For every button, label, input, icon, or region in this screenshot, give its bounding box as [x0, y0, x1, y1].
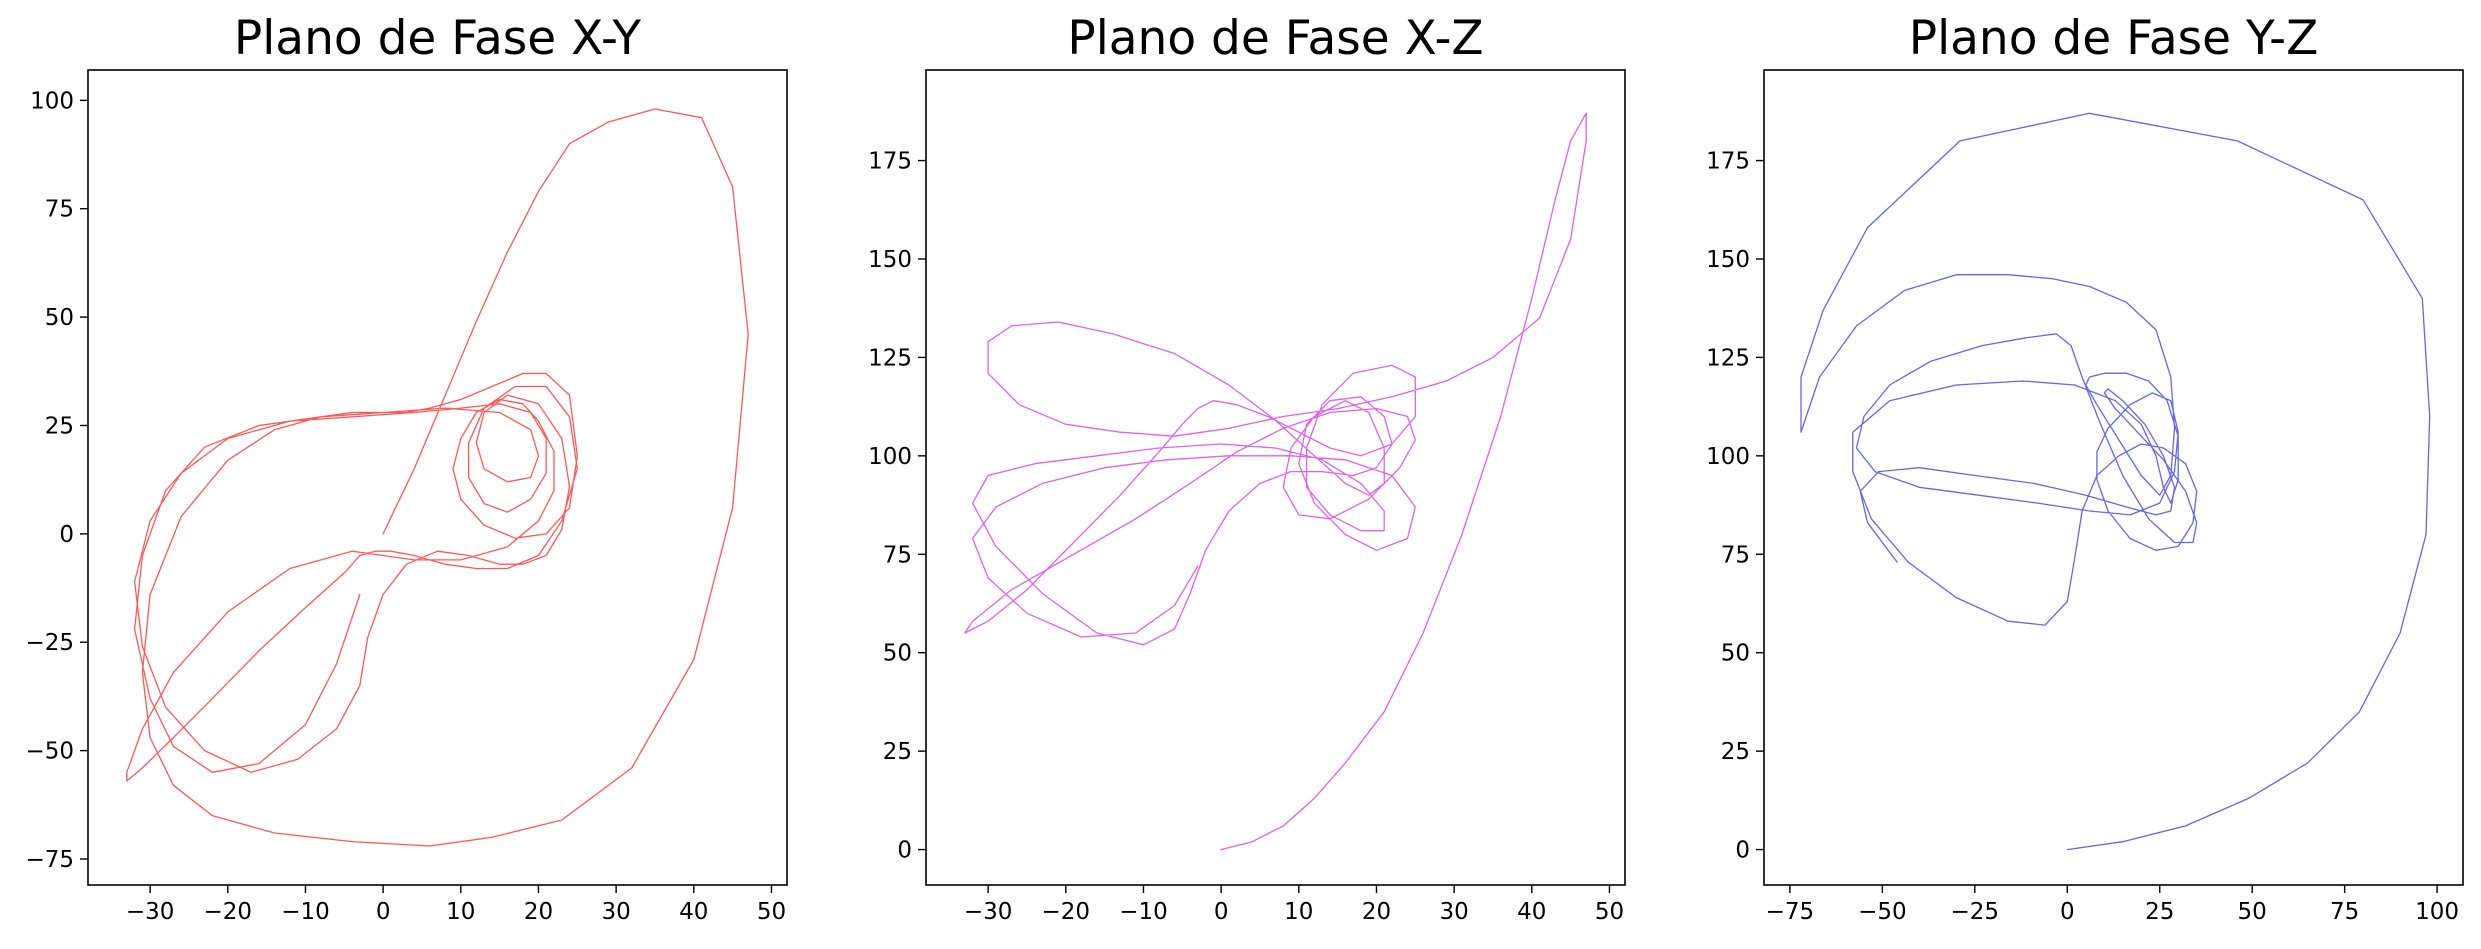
chart-title-yz: Plano de Fase Y-Z: [1909, 11, 2319, 66]
axes-frame-xz: [925, 69, 1626, 886]
y-tick-label: 25: [45, 413, 74, 439]
y-tick-label: 50: [883, 641, 912, 667]
x-tick-label: 40: [679, 899, 708, 925]
y-tick-label: 50: [45, 305, 74, 331]
chart-title-xz: Plano de Fase X-Z: [1067, 11, 1483, 66]
y-tick-label: 150: [1706, 247, 1750, 273]
panel-phase-xy: Plano de Fase X-Y −30 −20 −10 0 10 20 30 40 50 −75…: [25, 11, 788, 925]
y-tick-label: 125: [1706, 345, 1750, 371]
y-tick-label: 75: [883, 542, 912, 568]
x-tick-label: −75: [1766, 899, 1815, 925]
y-tick-label: 75: [45, 197, 74, 223]
y-tick-label: 125: [868, 345, 912, 371]
x-tick-label: 0: [1214, 899, 1229, 925]
x-tick-label: −10: [1119, 899, 1168, 925]
y-tick-label: −50: [25, 739, 74, 765]
x-tick-label: 75: [2330, 899, 2359, 925]
x-tick-label: −20: [1042, 899, 1091, 925]
x-tick-label: 20: [1362, 899, 1391, 925]
y-tick-label: 175: [868, 149, 912, 175]
y-tick-label: 0: [59, 522, 74, 548]
chart-title-xy: Plano de Fase X-Y: [234, 11, 641, 66]
x-tick-label: −30: [126, 899, 175, 925]
y-tick-label: 75: [1721, 542, 1750, 568]
axes-frame-yz: [1763, 69, 2464, 886]
y-tick-label: 0: [897, 838, 912, 864]
x-tick-label: 30: [1439, 899, 1468, 925]
x-tick-label: 20: [524, 899, 553, 925]
y-tick-label: −25: [25, 630, 74, 656]
axes-frame-xy: [87, 69, 788, 886]
x-tick-label: 0: [376, 899, 391, 925]
y-tick-label: 150: [868, 247, 912, 273]
trajectory-line-yz: [1800, 112, 2431, 851]
x-tick-label: −20: [204, 899, 253, 925]
x-tick-label: 0: [2060, 899, 2075, 925]
x-tick-label: 100: [2415, 899, 2459, 925]
x-tick-label: −10: [281, 899, 330, 925]
y-tick-label: 25: [883, 739, 912, 765]
x-tick-label: 25: [2145, 899, 2174, 925]
x-tick-label: −30: [964, 899, 1013, 925]
panel-phase-yz: Plano de Fase Y-Z −75 −50 −25 0 25 50 75 100 0 25 5…: [1706, 11, 2464, 925]
y-tick-label: 100: [30, 88, 74, 114]
x-tick-label: 10: [1284, 899, 1313, 925]
x-tick-label: −50: [1858, 899, 1907, 925]
y-tick-label: 100: [868, 444, 912, 470]
y-tick-label: −75: [25, 847, 74, 873]
y-tick-label: 100: [1706, 444, 1750, 470]
y-tick-label: 50: [1721, 641, 1750, 667]
x-tick-label: 50: [2238, 899, 2267, 925]
x-tick-label: 50: [757, 899, 786, 925]
trajectory-line-xy: [126, 108, 749, 847]
y-tick-label: 175: [1706, 149, 1750, 175]
x-tick-label: 10: [446, 899, 475, 925]
x-tick-label: 50: [1595, 899, 1624, 925]
x-tick-label: 40: [1517, 899, 1546, 925]
panel-phase-xz: Plano de Fase X-Z −30 −20 −10 0 10 20 30 40 50 0 25…: [868, 11, 1626, 925]
x-tick-label: −25: [1951, 899, 2000, 925]
y-tick-label: 25: [1721, 739, 1750, 765]
trajectory-line-xz: [964, 112, 1587, 851]
y-tick-label: 0: [1735, 838, 1750, 864]
x-tick-label: 30: [601, 899, 630, 925]
